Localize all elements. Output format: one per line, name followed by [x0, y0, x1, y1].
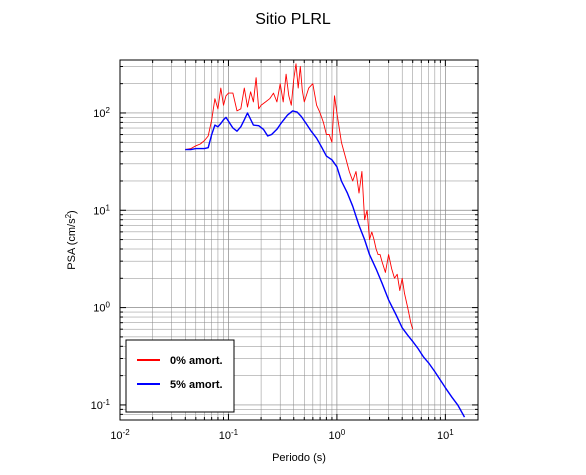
series-line-0: [185, 63, 414, 330]
legend-box: [125, 339, 235, 413]
series-line-1: [185, 110, 466, 418]
legend-label-0: 0% amort.: [170, 355, 223, 367]
legend-label-1: 5% amort.: [170, 379, 223, 391]
y-tick-label-2: 101: [93, 203, 110, 218]
y-tick-label-1: 100: [93, 300, 110, 315]
y-axis-label-close: ): [66, 210, 78, 214]
series-layer: [185, 63, 466, 418]
x-tick-label-1: 10-1: [219, 428, 239, 443]
x-tick-label-3: 101: [437, 428, 454, 443]
grid: [119, 60, 479, 421]
chart-title: Sitio PLRL: [255, 11, 331, 28]
x-tick-label-2: 100: [329, 428, 346, 443]
y-tick-label-0: 10-1: [91, 397, 111, 412]
x-axis-label: Periodo (s): [272, 452, 326, 464]
legend: 0% amort. 5% amort.: [125, 339, 235, 413]
ticks: [119, 60, 479, 421]
y-tick-label-3: 102: [93, 105, 110, 120]
y-axis-label-base: PSA (cm/s: [66, 218, 78, 270]
y-axis-label-sup: 2: [64, 213, 73, 218]
tick-labels: 10-2 10-1 100 101 10-1 100 101 102: [91, 105, 455, 442]
y-axis-label: PSA (cm/s2): [64, 210, 79, 269]
x-tick-label-0: 10-2: [110, 428, 130, 443]
